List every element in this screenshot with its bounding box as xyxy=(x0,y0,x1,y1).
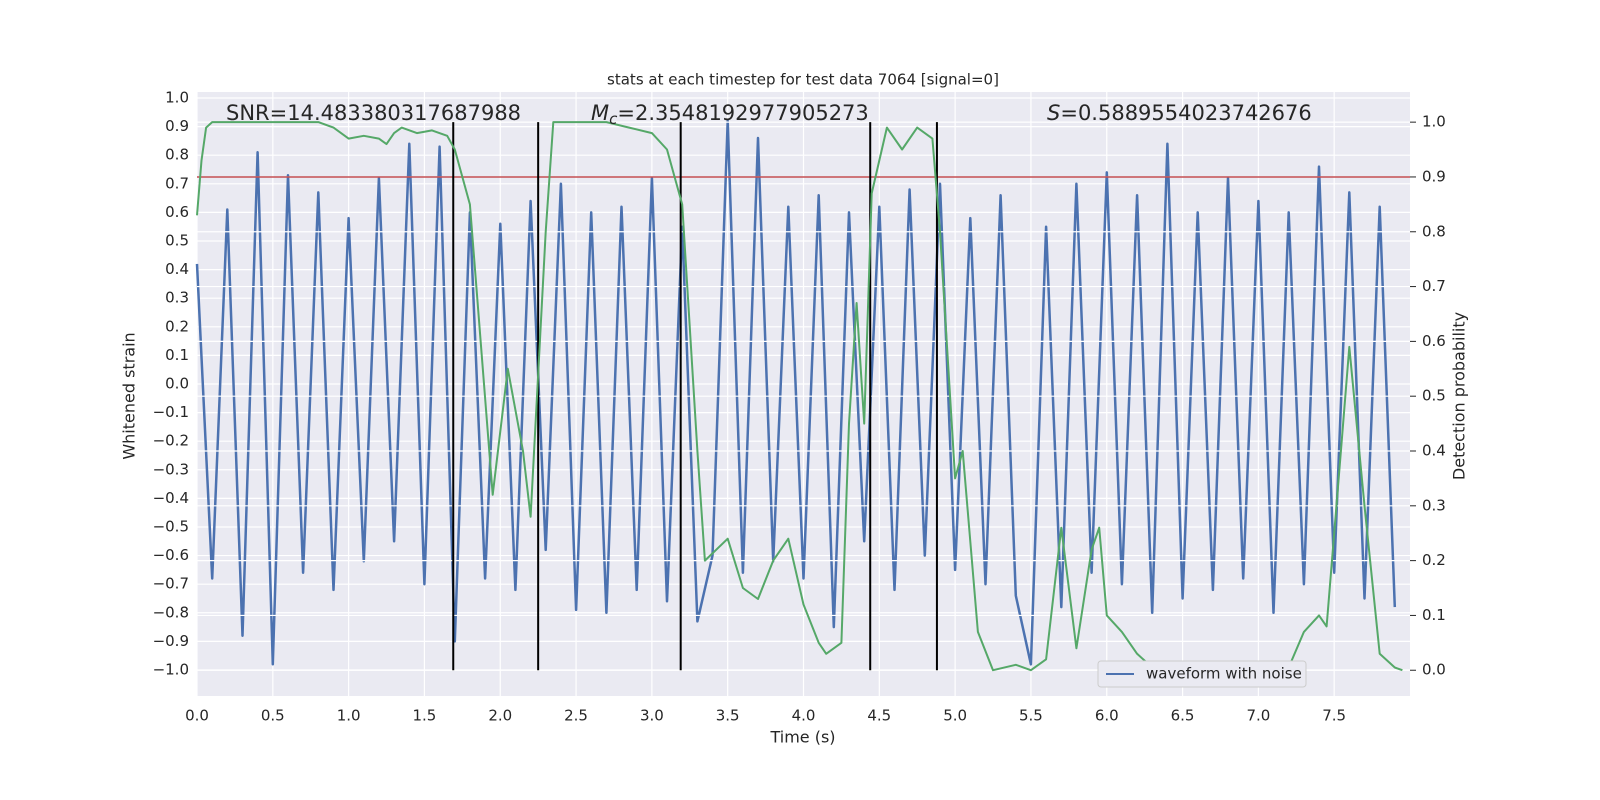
x-tick-label: 6.5 xyxy=(1171,707,1195,725)
y-tick-label: −0.4 xyxy=(153,489,189,507)
y2-tick-label: 0.5 xyxy=(1422,387,1446,405)
y-tick-label: 0.7 xyxy=(165,174,189,192)
y-tick-label: 0.6 xyxy=(165,203,189,221)
y2-tick-label: 0.6 xyxy=(1422,332,1446,350)
x-tick-label: 4.0 xyxy=(792,707,816,725)
x-tick-label: 6.0 xyxy=(1095,707,1119,725)
x-tick-label: 0.0 xyxy=(185,707,209,725)
y-tick-label: −1.0 xyxy=(153,660,189,678)
legend-box xyxy=(1097,660,1307,688)
y2-tick-label: 0.2 xyxy=(1422,551,1446,569)
waveform-line xyxy=(195,119,1397,666)
x-tick-label: 4.5 xyxy=(867,707,891,725)
y-tick-label: −0.1 xyxy=(153,403,189,421)
y-tick-label: 0.5 xyxy=(165,231,189,249)
y-tick-label: −0.3 xyxy=(153,460,189,478)
x-tick-label: 1.5 xyxy=(413,707,437,725)
x-tick-label: 7.0 xyxy=(1246,707,1270,725)
y-tick-label: 0.8 xyxy=(165,146,189,164)
annotation-text: SNR=14.483380317687988 xyxy=(226,101,521,125)
y2-tick-label: 0.9 xyxy=(1422,167,1446,185)
y-tick-label: −0.2 xyxy=(153,432,189,450)
x-tick-label: 2.0 xyxy=(488,707,512,725)
x-tick-label: 7.5 xyxy=(1322,707,1346,725)
annotation: Mc=2.3548192977905273 xyxy=(591,101,869,128)
annotation: SNR=14.483380317687988 xyxy=(226,101,521,125)
y2-axis-label: Detection probability xyxy=(1450,312,1469,480)
y2-tick-label: 0.4 xyxy=(1422,442,1446,460)
annotation-symbol: S xyxy=(1047,101,1060,125)
x-tick-label: 0.5 xyxy=(261,707,285,725)
y2-tick-label: 0.7 xyxy=(1422,277,1446,295)
y-tick-label: 1.0 xyxy=(165,89,189,107)
y2-tick-label: 1.0 xyxy=(1422,113,1446,131)
legend-label: waveform with noise xyxy=(1146,665,1302,683)
annotation: S=0.5889554023742676 xyxy=(1047,101,1312,125)
y-tick-label: 0.1 xyxy=(165,346,189,364)
annotation-symbol: M xyxy=(591,101,609,125)
y2-tick-label: 0.1 xyxy=(1422,606,1446,624)
annotation-subscript: c xyxy=(609,110,618,128)
x-tick-label: 5.0 xyxy=(943,707,967,725)
y-tick-label: 0.0 xyxy=(165,374,189,392)
x-tick-label: 2.5 xyxy=(564,707,588,725)
probability-line xyxy=(196,121,1403,672)
y-tick-label: 0.3 xyxy=(165,289,189,307)
y-tick-label: 0.9 xyxy=(165,117,189,135)
x-axis-label: Time (s) xyxy=(769,728,835,747)
y-tick-label: −0.7 xyxy=(153,575,189,593)
y2-tick-label: 0.8 xyxy=(1422,222,1446,240)
y-tick-label: −0.5 xyxy=(153,517,189,535)
x-tick-label: 1.0 xyxy=(337,707,361,725)
x-tick-label: 5.5 xyxy=(1019,707,1043,725)
chart-title: stats at each timestep for test data 706… xyxy=(607,71,999,89)
annotation-text: =2.3548192977905273 xyxy=(617,101,868,125)
annotation-text: =0.5889554023742676 xyxy=(1060,101,1311,125)
x-tick-label: 3.5 xyxy=(716,707,740,725)
y-tick-label: −0.8 xyxy=(153,603,189,621)
y-axis-label: Whitened strain xyxy=(120,332,139,459)
x-tick-label: 3.0 xyxy=(640,707,664,725)
y2-tick-label: 0.0 xyxy=(1422,661,1446,679)
y-tick-label: −0.9 xyxy=(153,632,189,650)
y-tick-label: 0.4 xyxy=(165,260,189,278)
y-tick-label: 0.2 xyxy=(165,317,189,335)
y2-tick-label: 0.3 xyxy=(1422,496,1446,514)
y-tick-label: −0.6 xyxy=(153,546,189,564)
